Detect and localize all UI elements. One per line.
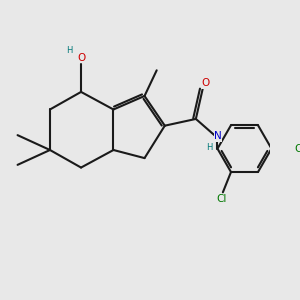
Text: O: O (77, 52, 85, 63)
Text: O: O (201, 78, 209, 88)
Text: Cl: Cl (295, 144, 300, 154)
Text: N: N (214, 131, 222, 142)
Text: Cl: Cl (216, 194, 227, 204)
Text: H: H (206, 143, 212, 152)
Text: H: H (67, 46, 73, 55)
